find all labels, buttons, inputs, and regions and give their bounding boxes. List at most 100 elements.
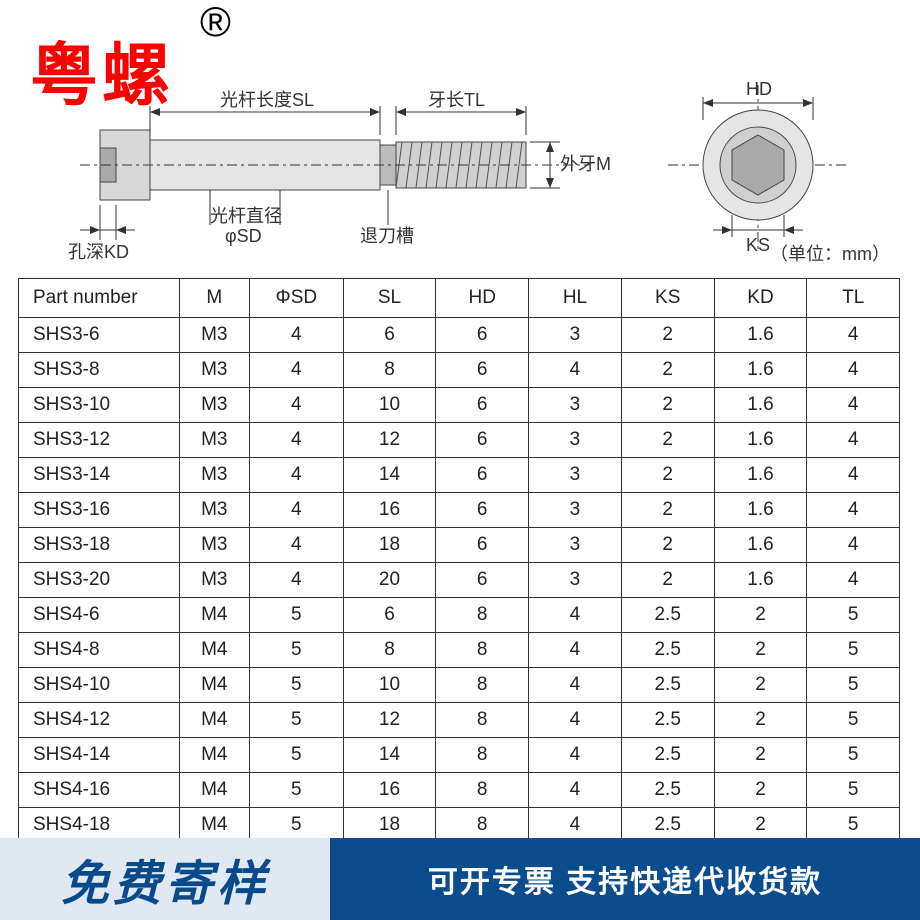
table-cell: 5 [807,598,900,633]
label-phi-sd: φSD [225,226,262,246]
table-header-row: Part numberMΦSDSLHDHLKSKDTL [19,279,900,318]
table-cell: 3 [529,493,622,528]
table-cell: 4 [807,353,900,388]
table-cell: 3 [529,458,622,493]
table-cell: 2 [714,633,807,668]
table-cell: 2 [714,598,807,633]
table-cell: 6 [436,563,529,598]
table-cell: 4 [249,353,343,388]
table-cell: 8 [436,773,529,808]
table-cell: 2.5 [621,773,714,808]
table-cell: 16 [343,773,436,808]
table-cell: 6 [436,528,529,563]
table-cell: 2.5 [621,633,714,668]
table-cell: 12 [343,703,436,738]
table-cell: 2 [621,563,714,598]
table-cell: 8 [343,353,436,388]
table-cell: 4 [807,318,900,353]
table-cell: 8 [343,633,436,668]
table-cell: 6 [436,423,529,458]
table-cell: SHS3-14 [19,458,180,493]
table-cell: 1.6 [714,458,807,493]
table-cell: 3 [529,563,622,598]
table-cell: M4 [179,773,249,808]
table-cell: 2 [621,528,714,563]
table-cell: 2.5 [621,668,714,703]
table-cell: 3 [529,318,622,353]
table-cell: 2 [714,773,807,808]
table-header-cell: KD [714,279,807,318]
table-cell: 6 [343,318,436,353]
label-ks: KS [746,235,770,255]
table-cell: 5 [249,633,343,668]
table-row: SHS3-12M34126321.64 [19,423,900,458]
table-cell: 5 [249,703,343,738]
table-cell: 2 [621,388,714,423]
table-row: SHS3-14M34146321.64 [19,458,900,493]
table-cell: 4 [249,423,343,458]
table-cell: 5 [807,738,900,773]
table-header-cell: M [179,279,249,318]
table-row: SHS4-10M4510842.525 [19,668,900,703]
table-cell: M3 [179,318,249,353]
table-row: SHS3-20M34206321.64 [19,563,900,598]
table-cell: 4 [529,668,622,703]
table-cell: 4 [529,703,622,738]
label-tl: 牙长TL [428,90,485,110]
table-row: SHS3-18M34186321.64 [19,528,900,563]
table-cell: 20 [343,563,436,598]
table-cell: SHS3-16 [19,493,180,528]
label-m: 外牙M [560,154,611,174]
table-cell: 16 [343,493,436,528]
footer-right: 可开专票 支持快递代收货款 [330,838,920,920]
table-row: SHS4-16M4516842.525 [19,773,900,808]
table-cell: 4 [807,458,900,493]
table-cell: 1.6 [714,318,807,353]
table-cell: 10 [343,388,436,423]
table-cell: SHS4-6 [19,598,180,633]
table-cell: M3 [179,388,249,423]
table-cell: 4 [249,493,343,528]
table-cell: 4 [807,528,900,563]
table-cell: M3 [179,458,249,493]
table-row: SHS4-12M4512842.525 [19,703,900,738]
table-cell: SHS4-10 [19,668,180,703]
table-cell: 5 [807,633,900,668]
table-cell: M4 [179,633,249,668]
table-cell: M3 [179,423,249,458]
table-row: SHS4-8M458842.525 [19,633,900,668]
table-header-cell: ΦSD [249,279,343,318]
table-cell: 4 [249,528,343,563]
table-cell: 4 [529,738,622,773]
table-cell: 2 [621,493,714,528]
spec-table: Part numberMΦSDSLHDHLKSKDTL SHS3-6M34663… [18,278,900,843]
table-header-cell: HL [529,279,622,318]
table-cell: 3 [529,423,622,458]
table-cell: 5 [807,668,900,703]
table-cell: 2.5 [621,738,714,773]
table-body: SHS3-6M3466321.64SHS3-8M3486421.64SHS3-1… [19,318,900,843]
table-cell: 5 [249,738,343,773]
table-cell: SHS3-18 [19,528,180,563]
table-cell: 2.5 [621,703,714,738]
table-cell: SHS3-20 [19,563,180,598]
table-cell: M3 [179,353,249,388]
table-cell: 8 [436,668,529,703]
table-cell: 4 [529,598,622,633]
table-cell: 6 [436,318,529,353]
table-cell: 6 [343,598,436,633]
table-cell: 4 [807,563,900,598]
table-header-cell: KS [621,279,714,318]
table-cell: 2.5 [621,598,714,633]
label-relief: 退刀槽 [360,226,414,246]
table-row: SHS3-16M34166321.64 [19,493,900,528]
footer-left: 免费寄样 [0,838,330,920]
table-cell: 10 [343,668,436,703]
table-cell: 1.6 [714,388,807,423]
table-cell: 2 [621,423,714,458]
table-cell: 4 [249,458,343,493]
table-cell: 5 [249,668,343,703]
table-cell: 4 [529,353,622,388]
table-cell: SHS4-12 [19,703,180,738]
table-cell: 4 [529,633,622,668]
